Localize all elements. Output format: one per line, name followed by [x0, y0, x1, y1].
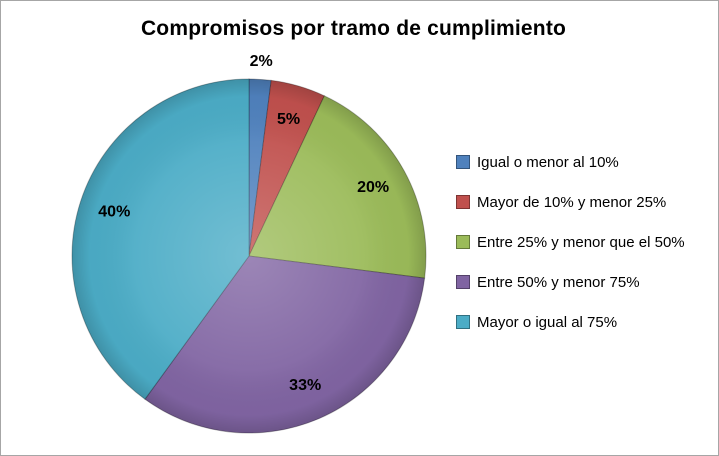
pie-data-label-2: 5%: [277, 111, 300, 128]
legend-swatch-icon: [456, 315, 470, 329]
legend-swatch-icon: [456, 235, 470, 249]
pie-slices: [71, 78, 427, 434]
chart-title: Compromisos por tramo de cumplimiento: [140, 17, 567, 40]
legend-label: Mayor de 10% y menor 25%: [477, 193, 667, 211]
legend-item: Mayor o igual al 75%: [456, 313, 685, 331]
pie-slice-labels: 2% 5% 20% 33% 40%: [98, 53, 389, 394]
legend-item: Mayor de 10% y menor 25%: [456, 193, 685, 211]
legend-label: Entre 25% y menor que el 50%: [477, 233, 685, 251]
legend-swatch-icon: [456, 195, 470, 209]
legend-swatch-icon: [456, 275, 470, 289]
legend-label: Entre 50% y menor 75%: [477, 273, 640, 291]
legend-label: Mayor o igual al 75%: [477, 313, 618, 331]
chart-legend: Igual o menor al 10% Mayor de 10% y meno…: [456, 153, 685, 331]
pie-data-label-1: 2%: [250, 53, 273, 70]
pie-data-label-5: 40%: [98, 203, 130, 220]
legend-item: Entre 50% y menor 75%: [456, 273, 685, 291]
legend-item: Igual o menor al 10%: [456, 153, 685, 171]
legend-item: Entre 25% y menor que el 50%: [456, 233, 685, 251]
pie-data-label-3: 20%: [357, 179, 389, 196]
legend-swatch-icon: [456, 155, 470, 169]
legend-label: Igual o menor al 10%: [477, 153, 619, 171]
pie-data-label-4: 33%: [289, 377, 321, 394]
